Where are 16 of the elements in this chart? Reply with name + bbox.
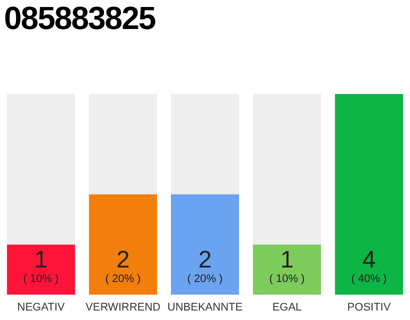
annotation: ( 20% ) xyxy=(187,272,223,285)
data-label: 2 xyxy=(116,246,130,274)
data-label: 1 xyxy=(280,246,294,274)
annotation: ( 10% ) xyxy=(23,272,59,285)
annotation: ( 10% ) xyxy=(269,272,305,285)
data-label: 2 xyxy=(198,246,212,274)
data-label: 4 xyxy=(362,246,376,274)
x-tick-label: EGAL xyxy=(272,301,302,314)
chart-title: 085883825 xyxy=(4,0,156,37)
data-label: 1 xyxy=(34,246,48,274)
annotation: ( 20% ) xyxy=(105,272,141,285)
x-tick-label: VERWIRREND xyxy=(86,301,161,314)
x-tick-label: NEGATIV xyxy=(17,301,66,314)
annotation: ( 40% ) xyxy=(351,272,387,285)
x-tick-label: UNBEKANNTE xyxy=(167,301,243,314)
x-tick-label: POSITIV xyxy=(347,301,392,314)
